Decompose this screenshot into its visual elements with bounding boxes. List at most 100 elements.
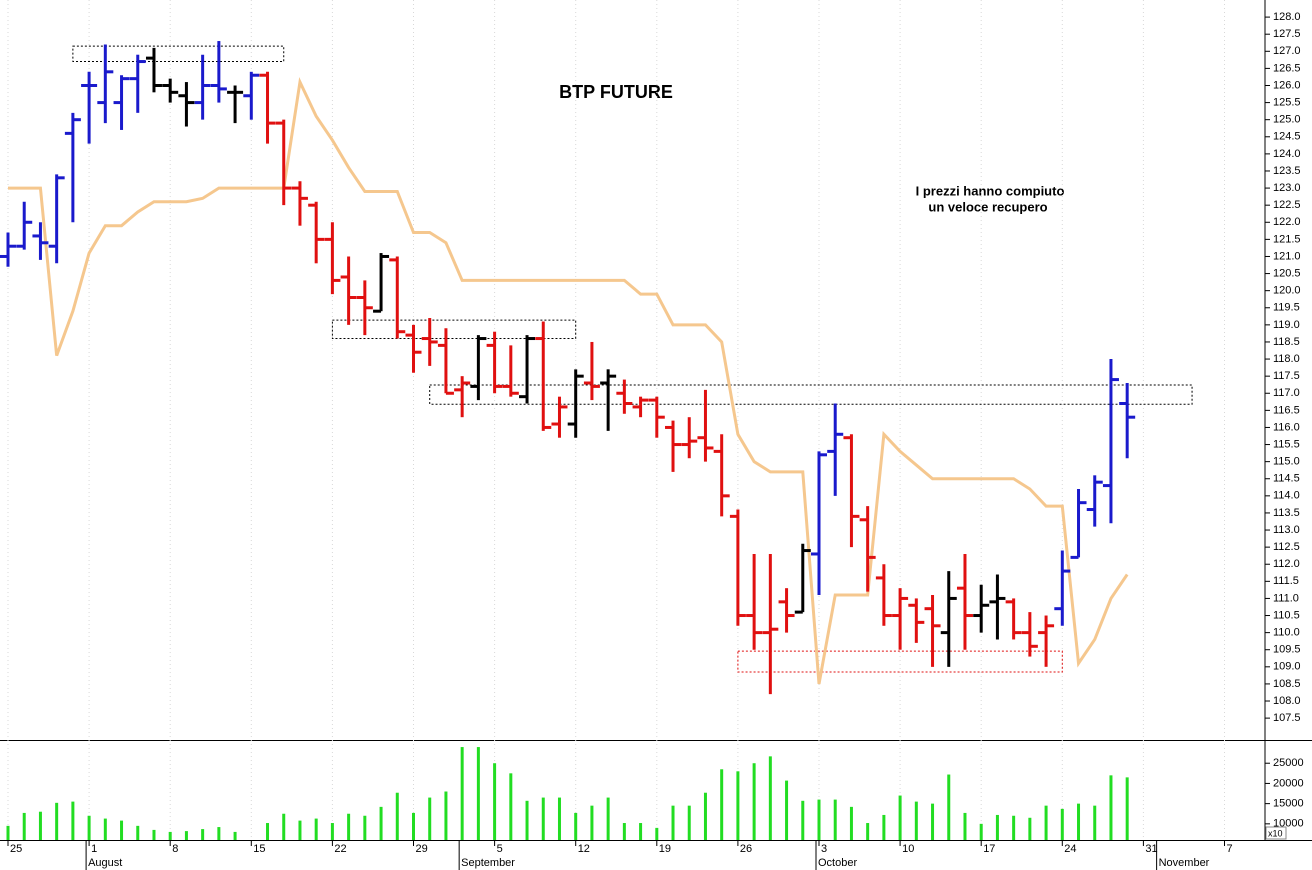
volume-bar [801,800,805,840]
annotation: I prezzi hanno compiuto [916,183,1065,198]
volume-bar [120,820,124,840]
y-tick-label: 110.5 [1273,609,1300,621]
y-tick-label: 119.5 [1273,302,1300,314]
y-tick-label: 111.0 [1273,592,1299,604]
volume-bar [1077,803,1081,840]
multiplier-box [1265,826,1287,840]
level-box [72,45,285,63]
y-tick-label: 117.5 [1273,370,1300,382]
volume-bar [931,803,935,840]
volume-multiplier: x10 [1268,828,1283,838]
y-tick-label: 110.0 [1273,627,1300,639]
volume-bar [509,773,513,840]
x-tick-label: 10 [902,843,914,855]
y-tick-label: 109.0 [1273,661,1301,673]
y-tick-label: 112.5 [1273,541,1300,553]
volume-bar [55,802,59,840]
y-tick-label: 126.0 [1273,79,1301,91]
y-tick-label: 120.0 [1273,285,1301,297]
y-tick-label: 122.0 [1273,216,1301,228]
volume-bar [22,812,26,840]
volume-bar [103,818,107,840]
volume-bar [720,769,724,840]
y-tick-label: 114.5 [1273,473,1300,485]
y-tick-label: 123.0 [1273,182,1301,194]
volume-y-tick-label: 20000 [1273,777,1304,789]
y-tick-label: 113.5 [1273,507,1300,519]
volume-bar [1109,775,1113,840]
volume-bar [703,792,707,840]
y-tick-label: 115.0 [1273,456,1300,468]
volume-bar [882,814,886,840]
volume-bar [817,799,821,840]
y-tick-label: 108.5 [1273,678,1301,690]
volume-bar [671,805,675,840]
x-tick-label: 25 [10,843,22,855]
volume-bar [298,820,302,840]
chart-title: BTP FUTURE [559,82,673,102]
y-tick-label: 125.5 [1273,96,1301,108]
moving-average [8,77,1129,685]
volume-bar [428,797,432,840]
volume-bar [476,747,480,840]
volume-bar [655,827,659,840]
x-tick-label: 5 [497,843,503,855]
volume-bar [330,823,334,840]
volume-bar [412,812,415,840]
volume-bar [6,825,10,840]
y-tick-label: 126.5 [1273,62,1301,74]
volume-bar [541,797,545,840]
x-tick-label: 26 [740,843,752,855]
x-tick-label: 24 [1064,843,1076,855]
x-tick-label: 15 [253,843,265,855]
x-tick-label: 22 [334,843,346,855]
level-box [331,319,577,340]
volume-bar [71,801,75,840]
y-tick-label: 127.5 [1273,28,1301,40]
month-label: September [461,857,515,869]
volume-bar [1093,805,1097,840]
volume-bar [785,780,789,840]
volume-bar [136,825,140,840]
volume-bar [622,823,626,840]
y-tick-label: 127.0 [1273,45,1301,57]
volume-bar [395,792,399,840]
y-tick-label: 109.5 [1273,644,1301,656]
y-tick-label: 116.0 [1273,421,1300,433]
x-tick-label: 8 [172,843,178,855]
volume-bar [833,799,837,840]
volume-bar [752,763,756,840]
month-label: October [818,857,857,869]
y-tick-label: 107.5 [1273,712,1301,724]
volume-bar [1028,817,1032,840]
volume-bar [866,823,870,840]
volume-bar [347,813,351,840]
volume-bar [282,813,286,840]
x-tick-label: 12 [578,843,590,855]
volume-bar [963,812,967,840]
y-tick-label: 123.5 [1273,165,1301,177]
y-tick-label: 119.0 [1273,319,1300,331]
volume-bar [590,805,594,840]
x-tick-label: 1 [91,843,97,855]
volume-bar [557,797,561,840]
volume-bar [444,791,448,840]
volume-bar [266,823,270,840]
volume-bar [1012,815,1016,840]
level-box [429,384,1193,405]
x-tick-label: 3 [821,843,827,855]
y-tick-label: 121.0 [1273,250,1301,262]
y-tick-label: 108.0 [1273,695,1301,707]
y-tick-label: 120.5 [1273,267,1301,279]
volume-bar [184,831,188,840]
y-tick-label: 118.5 [1273,336,1300,348]
volume-bar [168,831,172,840]
volume-bar [460,747,464,840]
y-tick-label: 114.0 [1273,490,1300,502]
volume-bar [736,771,740,840]
y-tick-label: 111.5 [1273,575,1299,587]
volume-y-tick-label: 15000 [1273,798,1304,810]
y-tick-label: 121.5 [1273,233,1301,245]
